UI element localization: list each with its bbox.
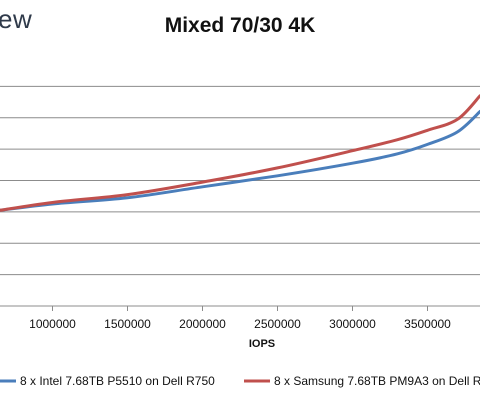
logo-text: ew <box>0 4 33 34</box>
chart-title: Mixed 70/30 4K <box>164 14 316 37</box>
series-line-1 <box>0 94 480 212</box>
series-line-0 <box>0 110 480 212</box>
x-tick-label-4: 3000000 <box>329 317 376 331</box>
axes <box>0 305 480 311</box>
legend-label-0: 8 x Intel 7.68TB P5510 on Dell R750 <box>20 374 215 388</box>
gridlines <box>0 85 480 276</box>
x-tick-labels: 1000000 1500000 2000000 2500000 3000000 35000… <box>29 317 451 331</box>
x-tick-label-1: 1500000 <box>104 317 151 331</box>
x-axis-title: IOPS <box>249 338 275 350</box>
x-tick-label-2: 2000000 <box>179 317 226 331</box>
legend: 8 x Intel 7.68TB P5510 on Dell R750 8 x S… <box>0 374 480 388</box>
x-tick-label-3: 2500000 <box>254 317 301 331</box>
x-tick-label-5: 3500000 <box>404 317 451 331</box>
x-tick-label-0: 1000000 <box>29 317 76 331</box>
series-lines <box>0 94 480 212</box>
legend-label-1: 8 x Samsung 7.68TB PM9A3 on Dell R7 <box>274 374 480 388</box>
